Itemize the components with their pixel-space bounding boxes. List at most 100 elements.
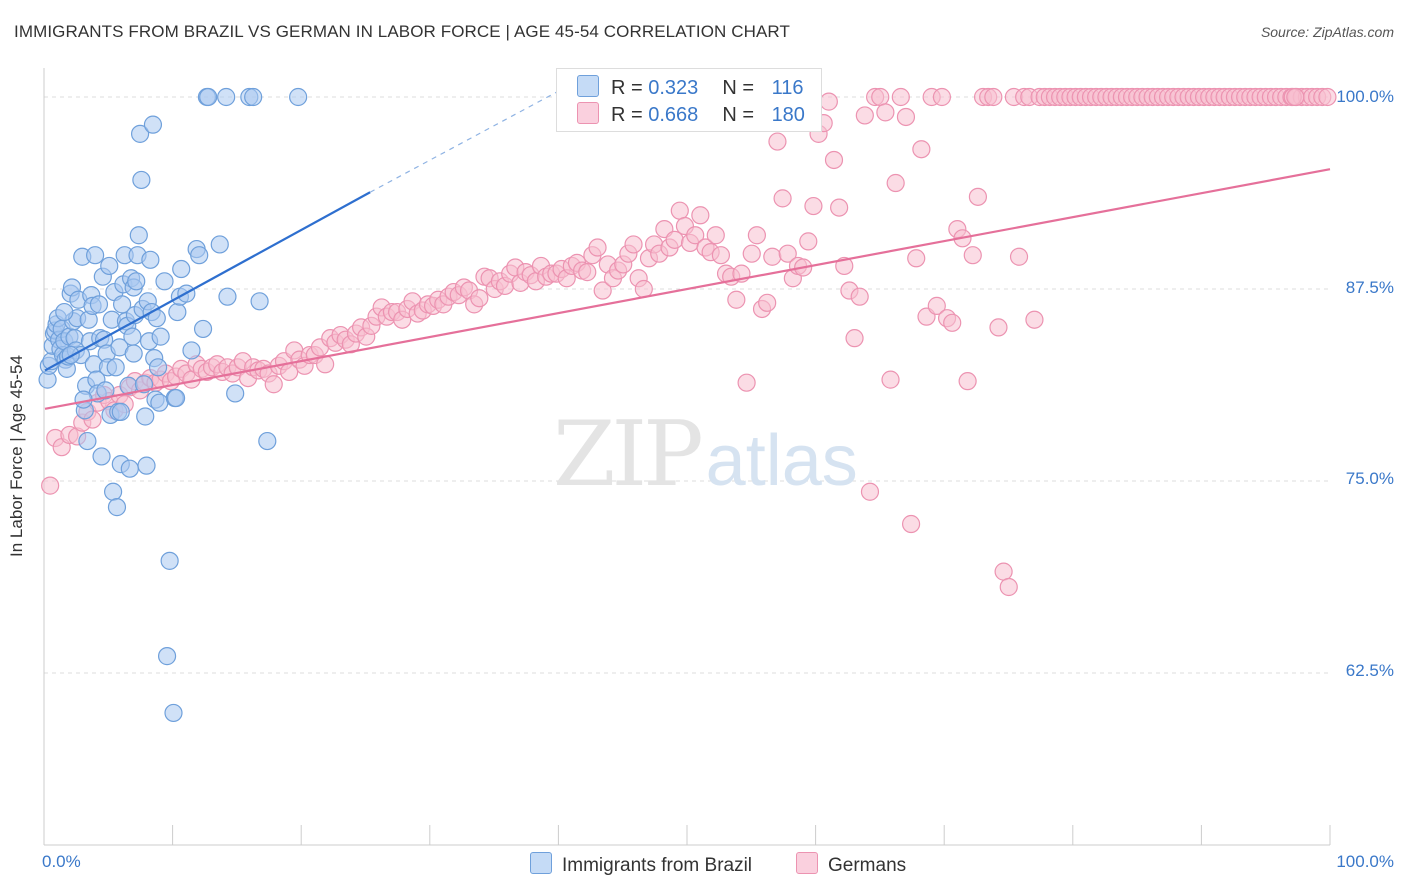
germans-point xyxy=(912,140,931,159)
germans-point xyxy=(891,87,910,107)
n-label: N = xyxy=(722,104,760,126)
n-value: 180 xyxy=(771,104,805,126)
brazil-point xyxy=(199,87,218,107)
germans-point xyxy=(989,318,1008,337)
series-label: Germans xyxy=(828,855,907,876)
germans-point xyxy=(968,187,988,206)
brazil-point xyxy=(112,295,132,314)
germans-point xyxy=(691,206,710,225)
brazil-point xyxy=(141,250,160,269)
brazil-point xyxy=(172,259,191,279)
x-tick-label-right: 100.0% xyxy=(1336,852,1394,871)
germans-point xyxy=(778,244,797,263)
brazil-point xyxy=(124,344,143,363)
germans-point xyxy=(470,289,489,308)
germans-point xyxy=(835,256,854,276)
germans-point xyxy=(860,482,880,501)
brazil-point xyxy=(129,226,148,245)
brazil-point xyxy=(61,345,80,365)
stats-legend-row-brazil: R = 0.323 N = 116 xyxy=(577,75,803,99)
germans-point xyxy=(686,226,705,245)
brazil-point xyxy=(92,447,111,466)
germans-point xyxy=(1318,87,1337,107)
brazil-point xyxy=(157,647,177,666)
germans-point xyxy=(994,562,1013,581)
germans-point xyxy=(1286,87,1305,107)
germans-point xyxy=(758,293,777,312)
brazil-point xyxy=(123,327,142,346)
series-legend: Immigrants from Brazil Germans xyxy=(0,852,1406,878)
brazil-point xyxy=(258,431,277,451)
brazil-point xyxy=(244,87,263,107)
brazil-point xyxy=(218,287,237,306)
germans-point xyxy=(845,329,864,348)
germans-point xyxy=(763,247,782,266)
germans-point xyxy=(727,290,746,309)
germans-point xyxy=(963,246,982,265)
germans-point xyxy=(1025,310,1044,329)
germans-point xyxy=(588,238,607,257)
germans-point xyxy=(999,577,1018,597)
brazil-point xyxy=(89,295,109,314)
swatch-brazil xyxy=(577,75,599,97)
germans-point xyxy=(799,232,818,251)
germans-point xyxy=(711,246,731,265)
germans-point xyxy=(804,196,823,216)
brazil-point xyxy=(120,459,139,478)
brazil-point xyxy=(143,115,163,134)
germans-point xyxy=(264,375,283,394)
brazil-point xyxy=(96,381,115,400)
germans-point xyxy=(41,476,60,495)
y-tick-label: 87.5% xyxy=(1345,278,1394,297)
stats-legend-row-germans: R = 0.668 N = 180 xyxy=(577,102,805,126)
brazil-point xyxy=(210,235,229,254)
brazil-point xyxy=(193,319,213,339)
germans-point xyxy=(881,370,900,389)
watermark-zip: ZIP xyxy=(553,402,704,507)
r-value: 0.668 xyxy=(648,104,699,126)
germans-point xyxy=(819,92,838,111)
germans-point xyxy=(850,287,869,306)
brazil-point xyxy=(190,246,209,265)
brazil-trend-line xyxy=(44,191,371,372)
germans-point xyxy=(824,150,844,170)
brazil-point xyxy=(104,482,123,501)
germans-point xyxy=(670,201,689,220)
brazil-point xyxy=(217,87,236,107)
series-legend-brazil[interactable]: Immigrants from Brazil xyxy=(530,852,752,877)
stats-legend: R = 0.323 N = 116 R = 0.668 N = 180 xyxy=(556,68,822,132)
brazil-point xyxy=(150,393,169,412)
y-tick-label: 75.0% xyxy=(1345,469,1394,488)
brazil-point xyxy=(160,551,179,570)
swatch-brazil xyxy=(530,852,552,874)
swatch-germans xyxy=(796,852,818,874)
watermark: ZIPatlas xyxy=(553,402,858,507)
brazil-point xyxy=(86,246,105,265)
swatch-germans xyxy=(577,102,599,124)
germans-point xyxy=(871,87,890,107)
brazil-point xyxy=(250,292,269,311)
germans-point xyxy=(624,235,643,254)
brazil-point xyxy=(182,341,201,360)
germans-point xyxy=(830,198,849,217)
series-legend-germans[interactable]: Germans xyxy=(796,852,906,877)
brazil-point xyxy=(166,388,186,408)
germans-point xyxy=(706,226,725,245)
brazil-point xyxy=(100,256,119,276)
brazil-point xyxy=(289,87,308,107)
watermark-atlas: atlas xyxy=(705,421,858,501)
germans-point xyxy=(876,103,895,122)
germans-point xyxy=(901,514,921,534)
germans-point xyxy=(1009,247,1029,266)
r-label: R = xyxy=(611,104,649,126)
germans-point xyxy=(768,132,787,151)
germans-point xyxy=(747,226,766,245)
germans-point xyxy=(855,106,874,125)
n-label: N = xyxy=(722,77,760,99)
brazil-point xyxy=(136,407,155,426)
x-tick-label-left: 0.0% xyxy=(42,852,81,871)
germans-point xyxy=(932,87,952,107)
brazil-point xyxy=(132,170,151,190)
germans-point xyxy=(984,87,1003,107)
